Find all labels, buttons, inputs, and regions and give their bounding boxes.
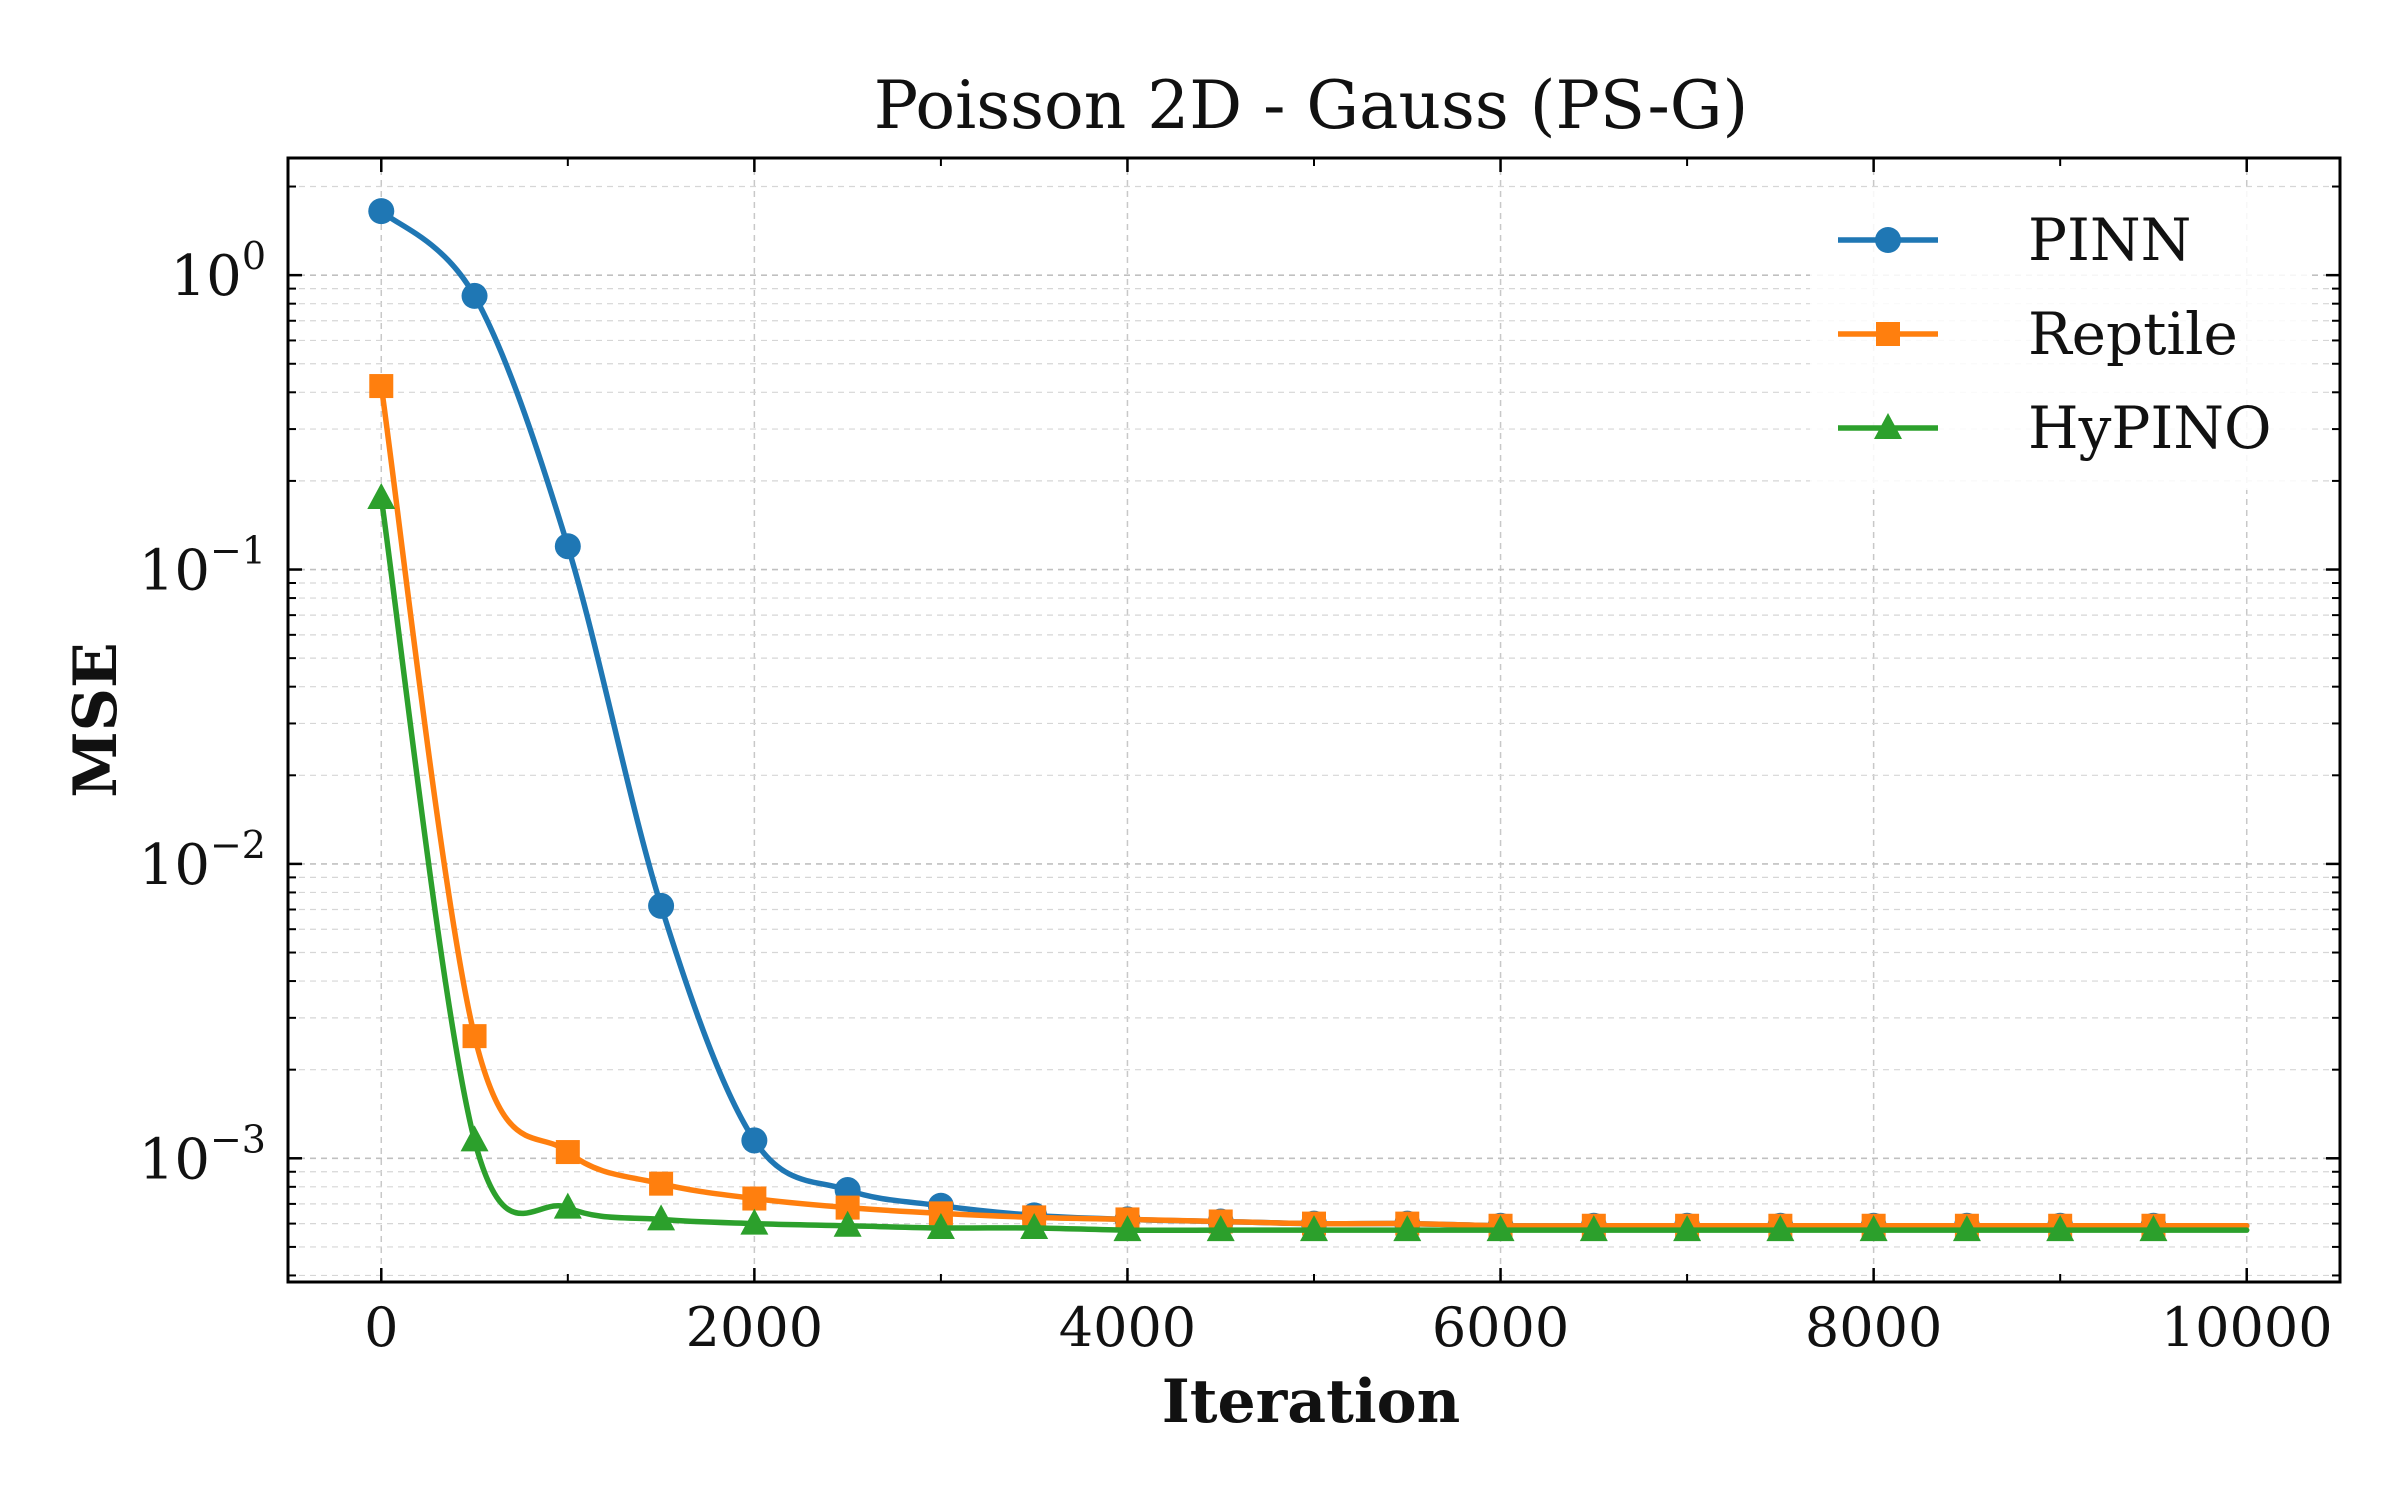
x-tick-label: 4000	[1059, 1296, 1196, 1359]
data-point-reptile	[462, 1024, 487, 1049]
legend-item-hypino: HyPINO	[1838, 394, 2272, 462]
x-axis-label: Iteration	[1162, 1367, 1461, 1437]
legend-label: PINN	[2028, 206, 2191, 274]
y-tick-base: 10	[171, 244, 242, 309]
data-point-hypino	[1393, 1215, 1422, 1242]
series-line-reptile	[378, 383, 2250, 1229]
data-point-hypino	[367, 482, 396, 509]
data-point-hypino	[2046, 1215, 2075, 1242]
legend-marker	[1875, 227, 1901, 253]
data-point-hypino	[926, 1212, 955, 1239]
y-tick-label: 10−1	[139, 529, 266, 604]
data-point-hypino	[1952, 1215, 1981, 1242]
data-point-hypino	[1113, 1215, 1142, 1242]
data-point-pinn	[741, 1127, 768, 1154]
data-point-hypino	[740, 1208, 769, 1235]
data-point-pinn	[368, 198, 395, 225]
y-tick-base: 10	[139, 1127, 210, 1192]
y-axis-label: MSE	[61, 642, 131, 797]
legend-item-pinn: PINN	[1838, 206, 2191, 274]
data-point-hypino	[1859, 1215, 1888, 1242]
data-point-pinn	[461, 282, 488, 309]
data-point-reptile	[649, 1171, 674, 1196]
series-hypino	[367, 482, 2250, 1242]
y-tick-exponent: −2	[210, 823, 266, 867]
y-tick-exponent: 0	[242, 234, 266, 278]
y-tick-base: 10	[139, 833, 210, 898]
data-point-reptile	[555, 1140, 580, 1165]
data-point-hypino	[2139, 1215, 2168, 1242]
x-tick-label: 2000	[686, 1296, 823, 1359]
x-tick-label: 10000	[2161, 1296, 2333, 1359]
legend-marker	[1876, 322, 1900, 346]
x-tick-label: 0	[364, 1296, 398, 1359]
legend-label: HyPINO	[2028, 394, 2272, 462]
data-point-hypino	[460, 1125, 489, 1152]
y-tick-exponent: −1	[210, 529, 266, 573]
y-tick-exponent: −3	[210, 1117, 266, 1161]
chart-title: Poisson 2D - Gauss (PS-G)	[874, 67, 1749, 144]
series-reptile	[369, 374, 2250, 1238]
legend: PINN Reptile HyPINO	[1810, 190, 2310, 490]
y-tick-label: 10−3	[139, 1117, 266, 1192]
data-point-hypino	[833, 1210, 862, 1237]
y-tick-label: 100	[171, 234, 266, 309]
data-point-pinn	[648, 892, 675, 919]
data-point-reptile	[742, 1186, 767, 1211]
series-layer	[367, 198, 2250, 1242]
data-point-hypino	[1766, 1215, 1795, 1242]
data-point-hypino	[1206, 1215, 1235, 1242]
data-point-hypino	[1486, 1215, 1515, 1242]
data-point-hypino	[1579, 1215, 1608, 1242]
x-tick-label: 6000	[1432, 1296, 1569, 1359]
y-tick-label: 10−2	[139, 823, 266, 898]
data-point-hypino	[553, 1192, 582, 1219]
data-point-hypino	[1673, 1215, 1702, 1242]
data-point-reptile	[369, 374, 394, 399]
data-point-hypino	[1020, 1212, 1049, 1239]
legend-marker	[1874, 413, 1902, 439]
x-tick-label: 8000	[1805, 1296, 1942, 1359]
data-point-pinn	[554, 533, 581, 560]
y-tick-base: 10	[139, 539, 210, 604]
data-point-hypino	[1300, 1215, 1328, 1242]
legend-item-reptile: Reptile	[1838, 300, 2238, 368]
data-point-hypino	[647, 1204, 676, 1231]
legend-label: Reptile	[2028, 300, 2238, 368]
